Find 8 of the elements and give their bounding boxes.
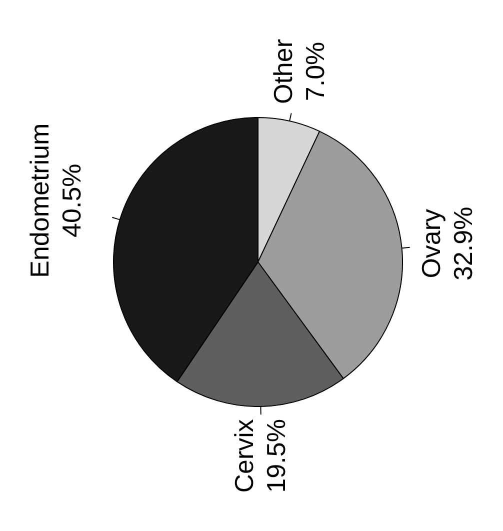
data-label: 32.9%: [448, 206, 478, 280]
data-label: 7.0%: [300, 42, 330, 102]
slice-label: Cervix: [228, 419, 259, 493]
data-label: 19.5%: [260, 419, 291, 493]
slice-label: Endometrium: [24, 123, 55, 278]
data-label: 40.5%: [56, 164, 87, 238]
slice-label: Other: [268, 38, 298, 104]
slice-label: Ovary: [416, 208, 446, 278]
